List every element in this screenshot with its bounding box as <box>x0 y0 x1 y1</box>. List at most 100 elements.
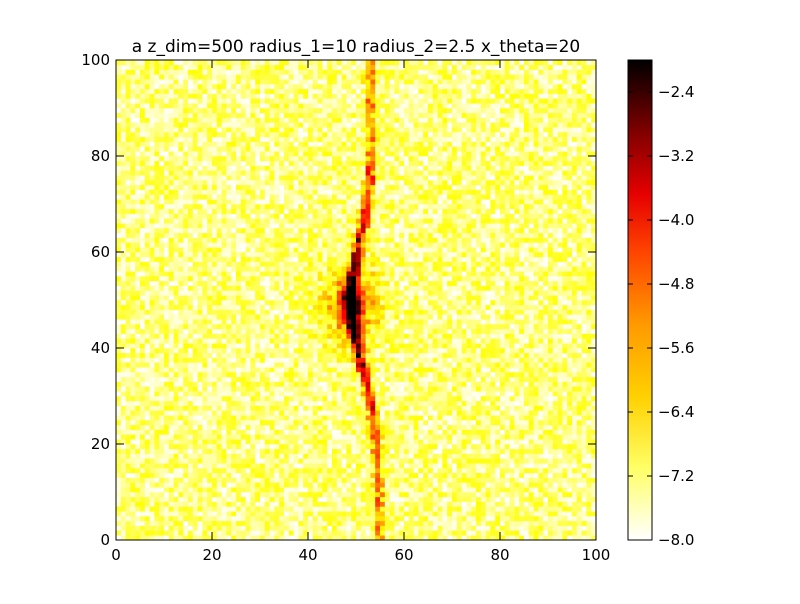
heatmap-cell <box>538 472 544 478</box>
heatmap-cell <box>216 424 222 430</box>
heatmap-cell <box>332 487 338 493</box>
heatmap-cell <box>591 304 597 310</box>
heatmap-cell <box>456 477 462 483</box>
heatmap-cell <box>370 381 376 387</box>
heatmap-cell <box>413 372 419 378</box>
heatmap-cell <box>384 338 390 344</box>
heatmap-cell <box>221 463 227 469</box>
heatmap-cell <box>423 367 429 373</box>
heatmap-cell <box>298 516 304 522</box>
heatmap-cell <box>140 468 146 474</box>
heatmap-cell <box>375 487 381 493</box>
heatmap-cell <box>399 357 405 363</box>
heatmap-cell <box>447 300 453 306</box>
heatmap-cell <box>149 328 155 334</box>
heatmap-cell <box>144 343 150 349</box>
heatmap-cell <box>509 328 515 334</box>
heatmap-cell <box>528 424 534 430</box>
heatmap-cell <box>572 530 578 536</box>
heatmap-cell <box>432 506 438 512</box>
heatmap-cell <box>490 424 496 430</box>
heatmap-cell <box>447 324 453 330</box>
heatmap-cell <box>500 463 506 469</box>
heatmap-cell <box>336 487 342 493</box>
heatmap-cell <box>404 520 410 526</box>
heatmap-cell <box>370 324 376 330</box>
heatmap-cell <box>346 511 352 517</box>
heatmap-cell <box>466 530 472 536</box>
heatmap-cell <box>245 352 251 358</box>
heatmap-cell <box>576 352 582 358</box>
heatmap-cell <box>360 367 366 373</box>
heatmap-cell <box>140 338 146 344</box>
heatmap-cell <box>207 429 213 435</box>
heatmap-cell <box>135 400 141 406</box>
heatmap-cell <box>293 391 299 397</box>
heatmap-cell <box>581 400 587 406</box>
heatmap-cell <box>221 396 227 402</box>
heatmap-cell <box>135 348 141 354</box>
heatmap-cell <box>159 415 165 421</box>
heatmap-cell <box>576 328 582 334</box>
heatmap-cell <box>543 439 549 445</box>
heatmap-cell <box>279 511 285 517</box>
heatmap-cell <box>557 463 563 469</box>
heatmap-cell <box>519 477 525 483</box>
heatmap-cell <box>240 376 246 382</box>
heatmap-cell <box>394 343 400 349</box>
heatmap-cell <box>380 420 386 426</box>
heatmap-cell <box>231 367 237 373</box>
heatmap-cell <box>240 348 246 354</box>
heatmap-cell <box>173 506 179 512</box>
heatmap-cell <box>279 352 285 358</box>
heatmap-cell <box>298 333 304 339</box>
heatmap-cell <box>236 525 242 531</box>
heatmap-cell <box>437 304 443 310</box>
heatmap-cell <box>269 362 275 368</box>
heatmap-cell <box>303 381 309 387</box>
heatmap-cell <box>413 309 419 315</box>
heatmap-cell <box>327 496 333 502</box>
heatmap-cell <box>514 420 520 426</box>
heatmap-cell <box>495 304 501 310</box>
heatmap-cell <box>456 506 462 512</box>
heatmap-cell <box>519 511 525 517</box>
heatmap-cell <box>528 429 534 435</box>
heatmap-cell <box>461 333 467 339</box>
heatmap-cell <box>423 348 429 354</box>
heatmap-cell <box>432 496 438 502</box>
heatmap-cell <box>543 376 549 382</box>
heatmap-cell <box>399 463 405 469</box>
heatmap-cell <box>476 434 482 440</box>
heatmap-cell <box>557 328 563 334</box>
heatmap-cell <box>423 381 429 387</box>
heatmap-cell <box>207 391 213 397</box>
heatmap-cell <box>543 496 549 502</box>
heatmap-cell <box>375 444 381 450</box>
heatmap-cell <box>581 405 587 411</box>
heatmap-cell <box>533 482 539 488</box>
heatmap-cell <box>130 400 136 406</box>
heatmap-cell <box>466 439 472 445</box>
heatmap-cell <box>120 477 126 483</box>
heatmap-cell <box>500 352 506 358</box>
heatmap-cell <box>236 434 242 440</box>
heatmap-cell <box>207 352 213 358</box>
heatmap-cell <box>413 314 419 320</box>
heatmap-cell <box>471 487 477 493</box>
heatmap-cell <box>216 352 222 358</box>
heatmap-cell <box>260 535 266 541</box>
heatmap-cell <box>240 511 246 517</box>
heatmap-cell <box>548 492 554 498</box>
heatmap-cell <box>375 496 381 502</box>
heatmap-cell <box>356 324 362 330</box>
heatmap-cell <box>514 343 520 349</box>
heatmap-cell <box>336 535 342 541</box>
heatmap-cell <box>130 501 136 507</box>
heatmap-cell <box>485 357 491 363</box>
heatmap-cell <box>567 400 573 406</box>
heatmap-cell <box>567 458 573 464</box>
heatmap-cell <box>370 477 376 483</box>
heatmap-cell <box>380 444 386 450</box>
heatmap-cell <box>524 328 530 334</box>
